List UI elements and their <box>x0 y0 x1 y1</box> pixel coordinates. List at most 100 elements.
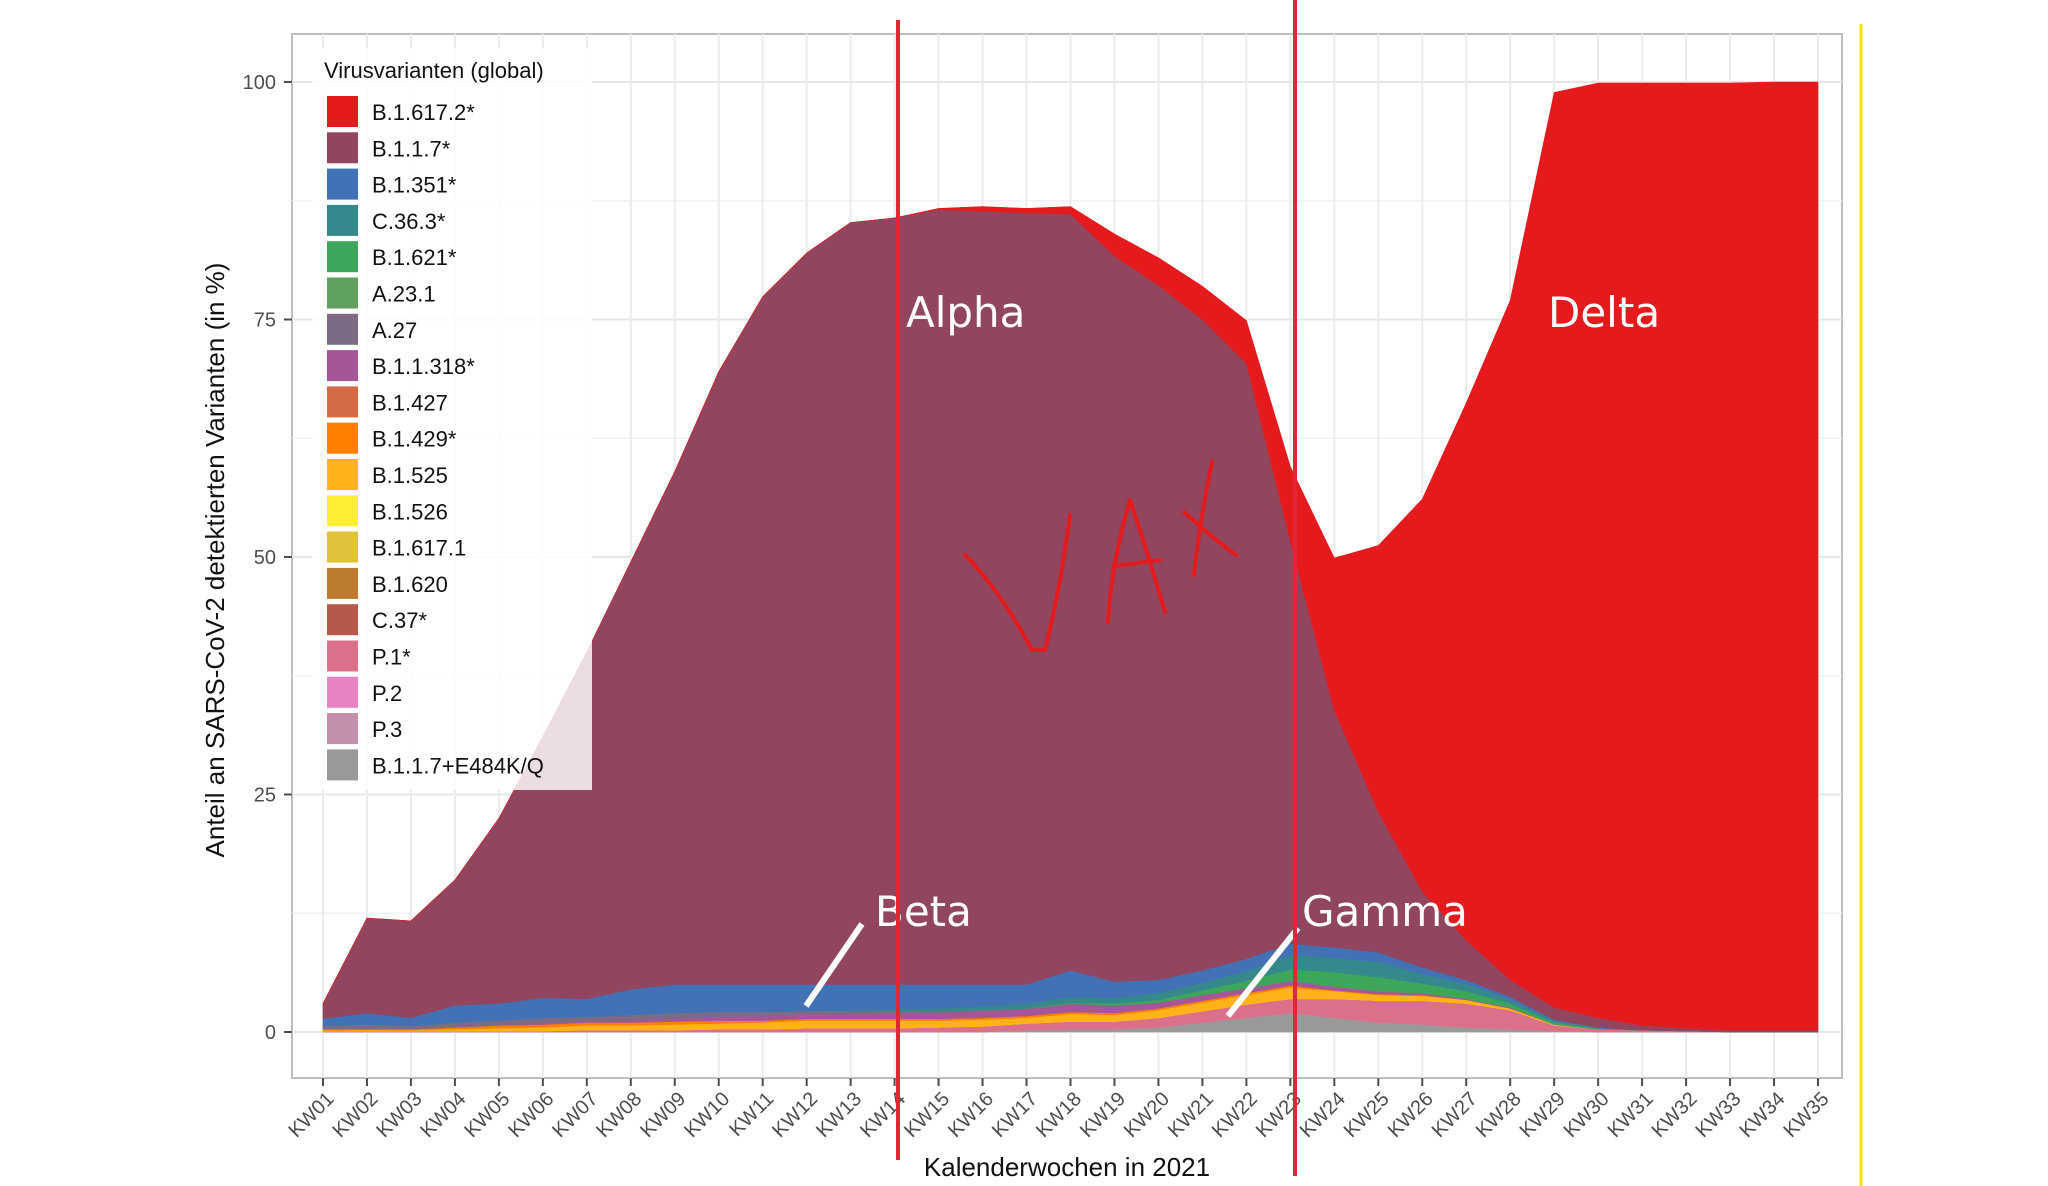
legend-label: P.2 <box>372 681 402 706</box>
x-tick-label: KW35 <box>1779 1088 1833 1142</box>
legend-label: P.3 <box>372 717 402 742</box>
x-tick-label: KW03 <box>372 1088 426 1142</box>
x-tick-label: KW18 <box>1032 1088 1086 1142</box>
x-tick-label: KW05 <box>460 1088 514 1142</box>
y-tick-label: 0 <box>265 1022 276 1044</box>
legend-swatch <box>327 386 358 418</box>
legend-label: B.1.1.7+E484K/Q <box>372 753 544 778</box>
legend: Virusvarianten (global) B.1.617.2* B.1.1.… <box>312 48 592 790</box>
x-tick-label: KW28 <box>1472 1088 1526 1142</box>
legend-swatch <box>327 604 358 636</box>
x-tick-label: KW02 <box>328 1088 382 1142</box>
legend-item: B.1.1.318* <box>327 350 475 382</box>
legend-swatch <box>327 350 358 382</box>
legend-label: C.36.3* <box>372 209 446 234</box>
legend-swatch <box>327 459 358 490</box>
legend-item: A.27 <box>327 313 417 345</box>
legend-swatch <box>327 531 358 563</box>
annotation-gamma: Gamma <box>1302 887 1468 936</box>
legend-label: B.1.1.7* <box>372 136 451 161</box>
legend-label: A.27 <box>372 318 417 343</box>
x-tick-label: KW21 <box>1164 1088 1218 1142</box>
x-tick-label: KW12 <box>768 1088 822 1142</box>
x-tick-label: KW16 <box>944 1088 998 1142</box>
legend-label: B.1.621* <box>372 245 457 270</box>
x-tick-label: KW13 <box>812 1088 866 1142</box>
legend-swatch <box>327 241 358 273</box>
y-tick-label: 50 <box>254 547 276 569</box>
legend-label: B.1.617.1 <box>372 536 466 561</box>
legend-item: B.1.351* <box>327 168 457 200</box>
beta-pointer-line <box>803 922 865 1008</box>
legend-item: B.1.620 <box>327 567 448 599</box>
x-tick-label: KW22 <box>1208 1088 1262 1142</box>
x-tick-label: KW06 <box>504 1088 558 1142</box>
x-tick-label: KW01 <box>284 1088 338 1142</box>
y-tick-label: 100 <box>243 72 276 94</box>
x-tick-label: KW11 <box>725 1088 778 1141</box>
x-tick-label: KW31 <box>1604 1088 1658 1142</box>
legend-label: B.1.620 <box>372 572 448 597</box>
x-tick-label: KW04 <box>416 1088 470 1142</box>
legend-item: B.1.525 <box>327 459 448 490</box>
legend-item: B.1.617.1 <box>327 531 466 563</box>
stacked-areas <box>322 81 1819 1033</box>
x-tick-label: KW27 <box>1428 1088 1482 1142</box>
x-tick-label: KW32 <box>1648 1088 1702 1142</box>
x-tick-label: KW29 <box>1516 1088 1570 1142</box>
legend-swatch <box>327 749 358 781</box>
legend-label: B.1.617.2* <box>372 100 475 125</box>
legend-item: P.1* <box>327 640 411 672</box>
x-axis-title: Kalenderwochen in 2021 <box>924 1152 1210 1182</box>
legend-swatch <box>327 96 358 127</box>
legend-swatch <box>327 168 358 200</box>
legend-swatch <box>327 567 358 599</box>
x-tick-label: KW10 <box>680 1088 734 1142</box>
legend-swatch <box>327 313 358 345</box>
y-tick-label: 75 <box>254 310 276 332</box>
annotation-alpha: Alpha <box>906 288 1025 337</box>
legend-item: B.1.621* <box>327 241 457 273</box>
x-tick-label: KW24 <box>1296 1088 1350 1142</box>
legend-swatch <box>327 277 358 309</box>
legend-item: P.3 <box>327 713 402 745</box>
x-tick-label: KW34 <box>1735 1088 1789 1142</box>
x-tick-label: KW30 <box>1560 1088 1614 1142</box>
gamma-pointer-line <box>1225 926 1301 1018</box>
legend-item: B.1.429* <box>327 422 457 454</box>
legend-label: B.1.526 <box>372 499 448 524</box>
x-tick-label: KW08 <box>592 1088 646 1142</box>
x-tick-label: KW07 <box>548 1088 602 1142</box>
legend-item: B.1.617.2* <box>327 96 475 127</box>
x-tick-label: KW26 <box>1384 1088 1438 1142</box>
legend-swatch <box>327 640 358 672</box>
legend-item: B.1.1.7+E484K/Q <box>327 749 544 781</box>
legend-item: P.2 <box>327 676 402 708</box>
legend-label: C.37* <box>372 608 427 633</box>
vax-handwriting <box>963 460 1238 652</box>
legend-item: B.1.526 <box>327 495 448 527</box>
x-tick-label: KW15 <box>900 1088 954 1142</box>
legend-item: B.1.427 <box>327 386 448 418</box>
legend-label: B.1.427 <box>372 390 448 415</box>
legend-swatch <box>327 132 358 164</box>
x-tick-label: KW23 <box>1252 1088 1306 1142</box>
legend-swatch <box>327 422 358 454</box>
legend-swatch <box>327 495 358 527</box>
legend-label: B.1.429* <box>372 427 457 452</box>
legend-item: C.36.3* <box>327 204 446 236</box>
legend-label: A.23.1 <box>372 282 436 307</box>
x-axis: KW01KW02KW03KW04KW05KW06KW07KW08KW09KW10… <box>284 1078 1834 1142</box>
legend-item: C.37* <box>327 604 427 636</box>
legend-swatch <box>327 204 358 236</box>
x-tick-label: KW17 <box>988 1088 1042 1142</box>
legend-swatch <box>327 713 358 745</box>
y-axis-title: Anteil an SARS-CoV-2 detektierten Varian… <box>200 263 230 858</box>
legend-item: B.1.1.7* <box>327 132 451 164</box>
annotation-beta: Beta <box>875 887 972 936</box>
y-tick-label: 25 <box>254 785 276 807</box>
x-tick-label: KW09 <box>636 1088 690 1142</box>
y-axis: 0 25 50 75 100 <box>243 72 292 1044</box>
x-tick-label: KW33 <box>1692 1088 1746 1142</box>
